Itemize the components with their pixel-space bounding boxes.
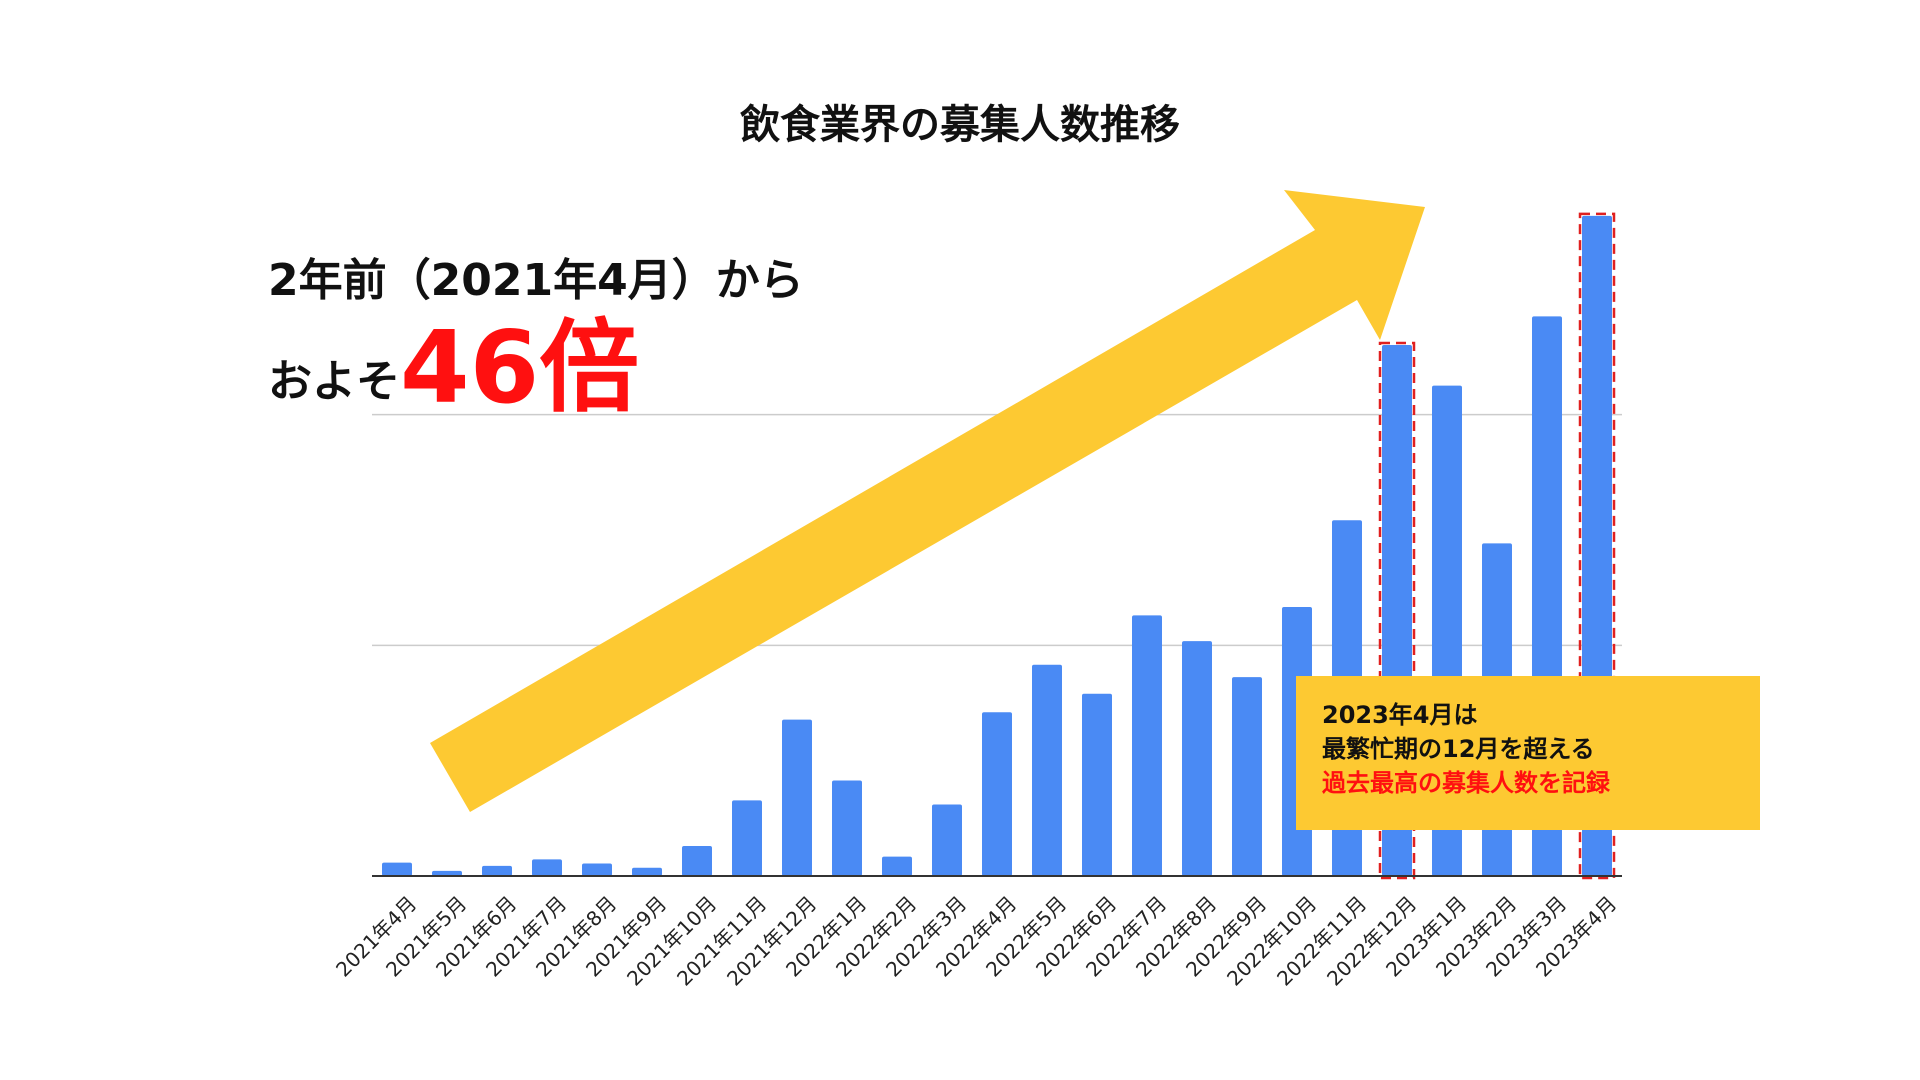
callout-line-3: 過去最高の募集人数を記録 bbox=[1322, 769, 1610, 797]
headline-emphasis: 46倍 bbox=[400, 309, 640, 426]
highlight-box bbox=[1578, 212, 1616, 880]
headline-line-1: 2年前（2021年4月）から bbox=[268, 255, 804, 306]
bar bbox=[1082, 693, 1112, 876]
bar bbox=[1232, 677, 1262, 876]
highlight-boxes bbox=[1378, 212, 1616, 880]
bar bbox=[382, 862, 412, 876]
bar bbox=[982, 712, 1012, 876]
bar bbox=[832, 780, 862, 876]
bar bbox=[632, 867, 662, 876]
x-tick-labels: 2021年4月2021年5月2021年6月2021年7月2021年8月2021年… bbox=[331, 891, 1621, 990]
bar bbox=[1132, 615, 1162, 876]
headline-prefix: およそ bbox=[268, 356, 400, 407]
chart-title: 飲食業界の募集人数推移 bbox=[740, 102, 1180, 148]
bar bbox=[1182, 641, 1212, 876]
callout-box: 2023年4月は 最繁忙期の12月を超える 過去最高の募集人数を記録 bbox=[1296, 676, 1760, 830]
bar bbox=[532, 859, 562, 876]
headline-line-2: およそ46倍 bbox=[268, 318, 639, 418]
callout-line-2: 最繁忙期の12月を超える bbox=[1322, 735, 1595, 763]
bar bbox=[782, 719, 812, 876]
bar bbox=[582, 863, 612, 876]
bar bbox=[932, 804, 962, 876]
bar bbox=[732, 800, 762, 876]
bar bbox=[682, 846, 712, 876]
highlight-box bbox=[1378, 341, 1416, 880]
bar bbox=[882, 856, 912, 876]
growth-arrow-icon bbox=[430, 190, 1425, 812]
callout-line-1: 2023年4月は bbox=[1322, 701, 1478, 729]
bar bbox=[1032, 664, 1062, 876]
bar bbox=[482, 865, 512, 876]
bar bbox=[432, 870, 462, 876]
